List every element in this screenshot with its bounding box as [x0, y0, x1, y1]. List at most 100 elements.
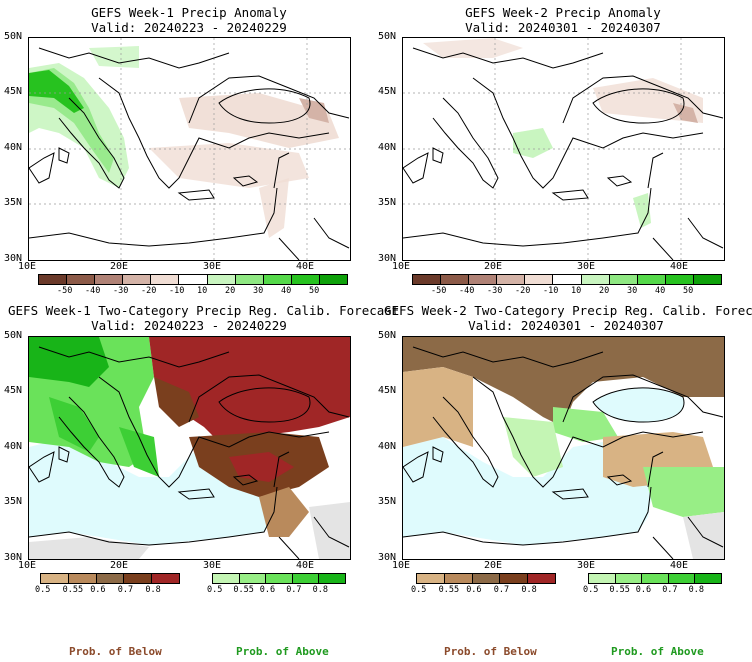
- prob-tick-label: 0.8: [521, 585, 537, 595]
- prob-tick-label: 0.8: [145, 585, 161, 595]
- colorbar-swatch: [695, 574, 721, 583]
- colorbar-tick-label: 40: [281, 286, 292, 296]
- colorbar-swatch: [319, 275, 348, 284]
- colorbar-tick-label: -20: [141, 286, 157, 296]
- lon-label: 10E: [18, 560, 37, 571]
- colorbar-tick-label: -40: [85, 286, 101, 296]
- prob-tick-label: 0.5: [583, 585, 599, 595]
- prob-tick-label: 0.5: [207, 585, 223, 595]
- colorbar-swatch: [151, 275, 180, 284]
- colorbar-swatch: [292, 574, 320, 583]
- colorbar-swatch: [609, 275, 638, 284]
- prob-tick-label: 0.6: [635, 585, 652, 595]
- anomaly-colorbar-1: [38, 274, 348, 285]
- colorbar-swatch: [665, 275, 694, 284]
- colorbar-swatch: [96, 574, 125, 583]
- colorbar-swatch: [444, 574, 473, 583]
- colorbar-swatch: [124, 574, 153, 583]
- colorbar-tick-label: 20: [225, 286, 236, 296]
- lon-label: 40E: [296, 261, 315, 272]
- lat-label: 45N: [4, 86, 23, 97]
- prob-above-label-1: Prob. of Above: [236, 645, 329, 658]
- panel3-valid-text: Valid: 20240223 - 20240229: [91, 318, 287, 333]
- lat-label: 40N: [4, 142, 23, 153]
- panel4-title-text: GEFS Week-2 Two-Category Precip Reg. Cal…: [384, 303, 752, 318]
- lat-label: 30N: [4, 552, 23, 563]
- colorbar-tick-label: 30: [627, 286, 638, 296]
- colorbar-tick-label: 50: [309, 286, 320, 296]
- above-colorbar-2: [588, 573, 722, 584]
- prob-tick-label: 0.55: [233, 585, 254, 595]
- lon-label: 20E: [484, 261, 503, 272]
- colorbar-tick-label: -50: [57, 286, 73, 296]
- colorbar-tick-label: -10: [169, 286, 185, 296]
- lat-label: 50N: [378, 330, 397, 341]
- prob-tick-label: 0.7: [117, 585, 134, 595]
- lon-label: 10E: [392, 261, 411, 272]
- lat-label: 30N: [4, 253, 23, 264]
- colorbar-tick-label: 10: [197, 286, 208, 296]
- panel1-valid-text: Valid: 20240223 - 20240229: [91, 20, 287, 35]
- lon-label: 30E: [577, 261, 596, 272]
- prob-tick-label: 0.6: [259, 585, 276, 595]
- lon-label: 20E: [110, 261, 129, 272]
- colorbar-swatch: [291, 275, 320, 284]
- lat-label: 45N: [378, 385, 397, 396]
- colorbar-tick-label: -10: [543, 286, 559, 296]
- colorbar-tick-label: 20: [599, 286, 610, 296]
- map-panel-4: [402, 336, 725, 560]
- prob-below-label-1: Prob. of Below: [69, 645, 162, 658]
- colorbar-swatch: [263, 275, 292, 284]
- panel3-title-text: GEFS Week-1 Two-Category Precip Reg. Cal…: [8, 303, 400, 318]
- colorbar-swatch: [207, 275, 236, 284]
- lat-label: 35N: [378, 197, 397, 208]
- colorbar-swatch: [235, 275, 264, 284]
- panel4-valid-text: Valid: 20240301 - 20240307: [468, 318, 664, 333]
- colorbar-tick-label: 30: [253, 286, 264, 296]
- anomaly-colorbar-2: [412, 274, 722, 285]
- prob-tick-label: 0.55: [62, 585, 84, 595]
- lat-label: 35N: [378, 496, 397, 507]
- lat-label: 40N: [4, 441, 23, 452]
- colorbar-swatch: [152, 574, 179, 583]
- colorbar-swatch: [528, 574, 555, 583]
- below-colorbar-1: [40, 573, 180, 584]
- lat-label: 50N: [378, 31, 397, 42]
- lon-label: 30E: [577, 560, 596, 571]
- lat-label: 50N: [4, 31, 23, 42]
- colorbar-swatch: [441, 275, 470, 284]
- colorbar-swatch: [589, 574, 616, 583]
- colorbar-swatch: [179, 275, 208, 284]
- colorbar-swatch: [41, 574, 69, 583]
- colorbar-swatch: [417, 574, 445, 583]
- colorbar-swatch: [642, 574, 669, 583]
- colorbar-swatch: [500, 574, 529, 583]
- colorbar-tick-label: -20: [515, 286, 531, 296]
- panel2-title-text: GEFS Week-2 Precip Anomaly: [465, 5, 661, 20]
- lat-label: 30N: [378, 253, 397, 264]
- above-colorbar-1: [212, 573, 346, 584]
- colorbar-tick-label: -30: [487, 286, 503, 296]
- lon-label: 40E: [296, 560, 315, 571]
- colorbar-tick-label: -30: [113, 286, 129, 296]
- map-panel-3: [28, 336, 351, 560]
- prob-tick-label: 0.6: [90, 585, 106, 595]
- colorbar-swatch: [239, 574, 267, 583]
- lon-label: 20E: [110, 560, 129, 571]
- panel1-title: GEFS Week-1 Precip Anomaly Valid: 202402…: [28, 5, 350, 35]
- colorbar-swatch: [525, 275, 554, 284]
- colorbar-tick-label: 10: [571, 286, 582, 296]
- colorbar-swatch: [693, 275, 722, 284]
- prob-tick-label: 0.5: [411, 585, 427, 595]
- panel1-title-text: GEFS Week-1 Precip Anomaly: [91, 5, 287, 20]
- colorbar-swatch: [469, 275, 498, 284]
- map-panel-1: [28, 37, 351, 261]
- prob-tick-label: 0.8: [312, 585, 328, 595]
- colorbar-tick-label: -40: [459, 286, 475, 296]
- colorbar-swatch: [497, 275, 526, 284]
- lat-label: 50N: [4, 330, 23, 341]
- colorbar-swatch: [67, 275, 96, 284]
- below-colorbar-2: [416, 573, 556, 584]
- colorbar-swatch: [123, 275, 152, 284]
- prob-above-label-2: Prob. of Above: [611, 645, 704, 658]
